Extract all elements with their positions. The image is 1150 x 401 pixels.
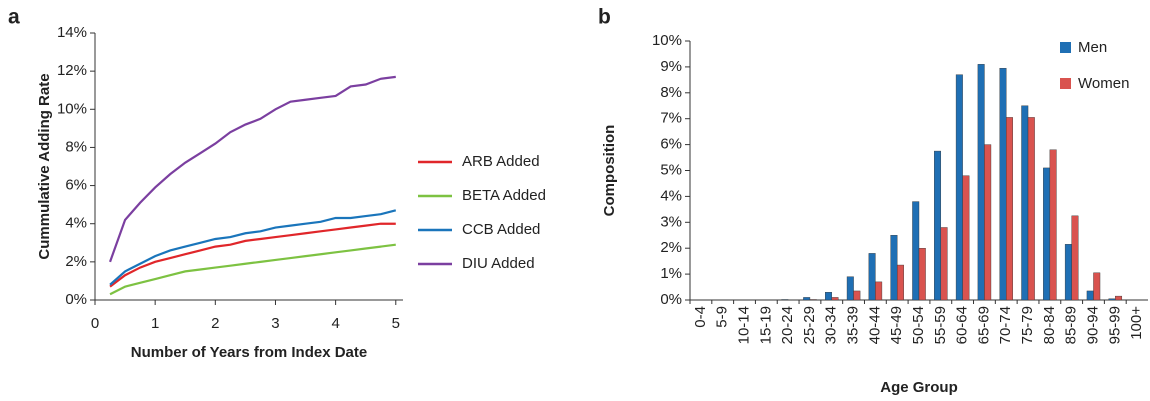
line-series — [109, 243, 396, 296]
x-tick-label: 5 — [392, 315, 400, 332]
y-tick-label: 9% — [660, 58, 682, 75]
x-tick-label: 100+ — [1128, 306, 1145, 340]
bar — [1049, 149, 1057, 301]
legend-label: DIU Added — [462, 255, 535, 272]
bar — [825, 292, 832, 301]
bar — [896, 264, 904, 301]
x-tick-label: 10-14 — [735, 306, 752, 344]
x-tick-label: 25-29 — [801, 306, 818, 344]
x-tick-label: 70-74 — [997, 306, 1014, 344]
x-tick-label: 75-79 — [1019, 306, 1036, 344]
x-tick-label: 80-84 — [1041, 306, 1058, 344]
bar — [1064, 244, 1072, 301]
x-tick-label: 0-4 — [692, 306, 709, 328]
bar — [984, 144, 992, 301]
bar — [1093, 272, 1101, 301]
panel-label: a — [8, 6, 20, 29]
x-tick-label: 2 — [211, 315, 219, 332]
bar — [831, 297, 839, 301]
x-tick-label: 1 — [151, 315, 159, 332]
y-tick-label: 1% — [660, 265, 682, 282]
legend-label: Men — [1078, 39, 1107, 56]
y-tick-label: 0% — [65, 291, 87, 308]
x-tick-label: 45-49 — [888, 306, 905, 344]
x-tick-label: 0 — [91, 315, 99, 332]
y-tick-label: 8% — [65, 138, 87, 155]
bar — [1108, 298, 1116, 301]
bar — [781, 299, 789, 301]
line-series — [109, 75, 396, 263]
bar — [890, 235, 898, 301]
y-axis-label: Cummulative Adding Rate — [36, 73, 53, 259]
bar — [940, 227, 948, 301]
bar — [955, 74, 963, 301]
x-tick-label: 5-9 — [714, 306, 731, 328]
x-tick-label: 30-34 — [823, 306, 840, 344]
x-tick-label: 15-19 — [757, 306, 774, 344]
x-tick-label: 65-69 — [975, 306, 992, 344]
y-tick-label: 10% — [652, 32, 682, 49]
y-tick-label: 4% — [65, 215, 87, 232]
line-series — [109, 222, 396, 288]
x-tick-label: 90-94 — [1084, 306, 1101, 344]
bar — [875, 281, 883, 301]
bar — [1115, 295, 1123, 301]
y-tick-label: 14% — [57, 24, 87, 41]
y-tick-label: 6% — [65, 177, 87, 194]
bar — [934, 150, 942, 301]
x-tick-label: 50-54 — [910, 306, 927, 344]
y-tick-label: 10% — [57, 100, 87, 117]
y-tick-label: 8% — [660, 84, 682, 101]
x-tick-label: 20-24 — [779, 306, 796, 344]
x-tick-label: 4 — [331, 315, 339, 332]
y-axis-label: Composition — [601, 125, 618, 217]
bar — [853, 290, 861, 301]
x-tick-label: 3 — [271, 315, 279, 332]
y-tick-label: 6% — [660, 136, 682, 153]
legend-swatch — [1060, 42, 1071, 53]
y-tick-label: 2% — [660, 239, 682, 256]
x-axis-label: Age Group — [880, 379, 958, 396]
legend-label: CCB Added — [462, 221, 540, 238]
y-tick-label: 2% — [65, 253, 87, 270]
line-series — [109, 209, 397, 286]
bar — [1071, 215, 1079, 301]
bar — [846, 276, 854, 301]
x-axis-label: Number of Years from Index Date — [131, 344, 367, 361]
x-tick-label: 55-59 — [932, 306, 949, 344]
legend-swatch — [1060, 78, 1071, 89]
bar — [1043, 167, 1051, 301]
bar — [918, 247, 926, 301]
legend-label: ARB Added — [462, 153, 540, 170]
x-tick-label: 35-39 — [845, 306, 862, 344]
bar — [803, 297, 811, 301]
bar — [1006, 117, 1013, 301]
bar — [809, 299, 817, 301]
bar — [1086, 290, 1094, 301]
bar — [977, 64, 985, 301]
x-tick-label: 40-44 — [866, 306, 883, 344]
y-tick-label: 4% — [660, 187, 682, 204]
y-tick-label: 12% — [57, 62, 87, 79]
x-tick-label: 85-89 — [1063, 306, 1080, 344]
bar — [1027, 117, 1035, 301]
bar — [868, 253, 876, 301]
legend-label: BETA Added — [462, 187, 546, 204]
bar — [1021, 105, 1029, 301]
bar — [999, 67, 1007, 301]
bar — [962, 175, 970, 301]
x-tick-label: 95-99 — [1106, 306, 1123, 344]
y-tick-label: 5% — [660, 161, 682, 178]
y-tick-label: 7% — [660, 110, 682, 127]
y-tick-label: 0% — [660, 291, 682, 308]
x-tick-label: 60-64 — [954, 306, 971, 344]
legend-label: Women — [1078, 75, 1129, 92]
panel-label: b — [598, 6, 611, 29]
y-tick-label: 3% — [660, 213, 682, 230]
bar — [912, 201, 920, 301]
